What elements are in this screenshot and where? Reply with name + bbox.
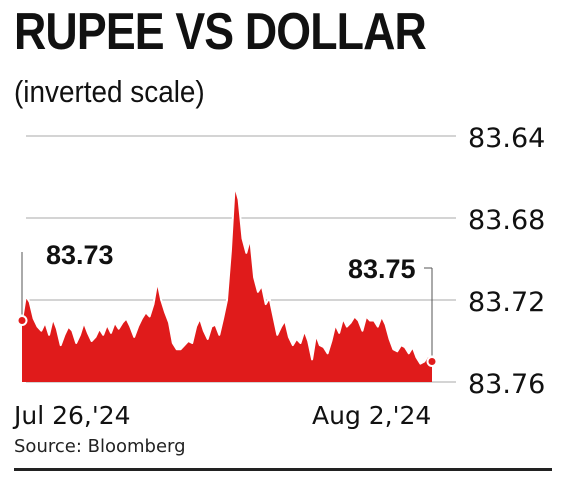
area-fill xyxy=(22,185,432,382)
y-tick-label: 83.72 xyxy=(468,287,545,318)
chart-title: RUPEE VS DOLLAR xyxy=(14,3,427,61)
y-tick-label: 83.76 xyxy=(468,369,545,400)
y-tick-label: 83.64 xyxy=(468,123,545,154)
x-tick-label: Jul 26,'24 xyxy=(12,401,131,430)
start-point-marker xyxy=(16,315,28,326)
end-point-marker xyxy=(426,356,438,367)
annotation-end-value: 83.75 xyxy=(348,254,416,284)
bottom-rule xyxy=(14,468,552,471)
x-tick-label: Aug 2,'24 xyxy=(312,401,431,430)
y-axis-tick-labels: 83.64 83.68 83.72 83.76 xyxy=(468,123,545,400)
series-line xyxy=(21,184,433,365)
chart-subtitle: (inverted scale) xyxy=(14,74,205,109)
annotation-start-value: 83.73 xyxy=(46,240,114,270)
y-tick-label: 83.68 xyxy=(468,205,545,236)
source-note: Source: Bloomberg xyxy=(14,436,186,457)
area-chart: 83.64 83.68 83.72 83.76 Jul 26,'24 Aug 2… xyxy=(12,123,545,430)
x-axis-tick-labels: Jul 26,'24 Aug 2,'24 xyxy=(12,401,431,430)
